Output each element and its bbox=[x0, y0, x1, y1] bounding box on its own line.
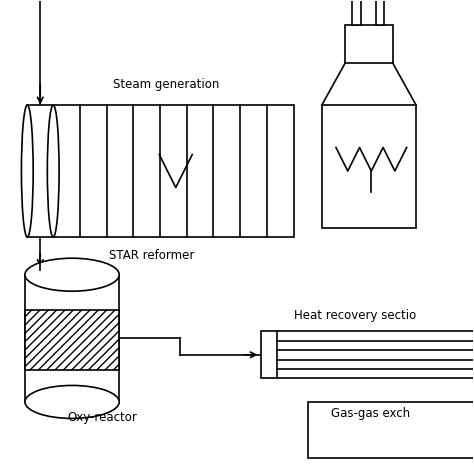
Text: Oxy-reactor: Oxy-reactor bbox=[67, 411, 137, 424]
Bar bbox=[308, 402, 474, 458]
Text: STAR reformer: STAR reformer bbox=[109, 249, 195, 262]
Bar bbox=[261, 331, 277, 378]
Bar bbox=[53, 105, 293, 237]
Ellipse shape bbox=[25, 258, 119, 291]
Bar bbox=[25, 275, 119, 402]
Bar bbox=[322, 105, 416, 228]
Bar bbox=[353, 0, 361, 25]
Ellipse shape bbox=[25, 385, 119, 419]
Bar bbox=[25, 310, 119, 370]
Bar bbox=[346, 25, 392, 63]
Text: Gas-gas exch: Gas-gas exch bbox=[331, 407, 410, 419]
Bar bbox=[376, 0, 384, 25]
Ellipse shape bbox=[21, 105, 33, 237]
Bar bbox=[27, 105, 53, 237]
Text: Heat recovery sectio: Heat recovery sectio bbox=[294, 309, 416, 322]
Text: Steam generation: Steam generation bbox=[113, 78, 219, 91]
Bar bbox=[25, 310, 119, 370]
Ellipse shape bbox=[47, 105, 59, 237]
